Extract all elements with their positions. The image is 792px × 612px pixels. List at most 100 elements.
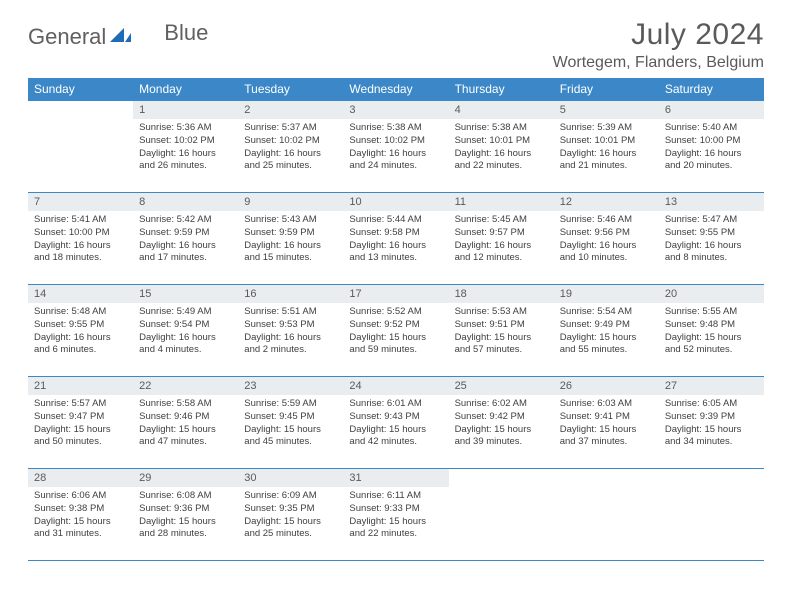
- daylight-line: Daylight: 16 hours and 17 minutes.: [139, 240, 232, 266]
- location-text: Wortegem, Flanders, Belgium: [553, 54, 764, 72]
- brand-logo: General Blue: [28, 18, 180, 50]
- sunrise-line: Sunrise: 5:54 AM: [560, 306, 653, 319]
- sunset-line: Sunset: 9:54 PM: [139, 319, 232, 332]
- sunset-line: Sunset: 9:35 PM: [244, 503, 337, 516]
- day-details: Sunrise: 5:39 AMSunset: 10:01 PMDaylight…: [554, 119, 659, 177]
- day-details: Sunrise: 5:54 AMSunset: 9:49 PMDaylight:…: [554, 303, 659, 361]
- sunrise-line: Sunrise: 5:49 AM: [139, 306, 232, 319]
- sunrise-line: Sunrise: 5:57 AM: [34, 398, 127, 411]
- day-number-bar: 31: [343, 469, 448, 487]
- day-number-bar: 25: [449, 377, 554, 395]
- sunrise-line: Sunrise: 6:09 AM: [244, 490, 337, 503]
- day-details: Sunrise: 5:57 AMSunset: 9:47 PMDaylight:…: [28, 395, 133, 453]
- sunset-line: Sunset: 9:53 PM: [244, 319, 337, 332]
- day-cell: 29Sunrise: 6:08 AMSunset: 9:36 PMDayligh…: [133, 469, 238, 561]
- daylight-line: Daylight: 15 hours and 59 minutes.: [349, 332, 442, 358]
- daylight-line: Daylight: 16 hours and 18 minutes.: [34, 240, 127, 266]
- week-row: 1Sunrise: 5:36 AMSunset: 10:02 PMDayligh…: [28, 101, 764, 193]
- day-number-bar: 11: [449, 193, 554, 211]
- sunset-line: Sunset: 9:42 PM: [455, 411, 548, 424]
- day-cell: 14Sunrise: 5:48 AMSunset: 9:55 PMDayligh…: [28, 285, 133, 377]
- sunrise-line: Sunrise: 5:55 AM: [665, 306, 758, 319]
- sunrise-line: Sunrise: 5:38 AM: [455, 122, 548, 135]
- sunset-line: Sunset: 9:56 PM: [560, 227, 653, 240]
- sunset-line: Sunset: 10:02 PM: [139, 135, 232, 148]
- weekday-row: SundayMondayTuesdayWednesdayThursdayFrid…: [28, 78, 764, 101]
- day-cell: 2Sunrise: 5:37 AMSunset: 10:02 PMDayligh…: [238, 101, 343, 193]
- daylight-line: Daylight: 15 hours and 50 minutes.: [34, 424, 127, 450]
- daylight-line: Daylight: 15 hours and 34 minutes.: [665, 424, 758, 450]
- sunset-line: Sunset: 10:00 PM: [665, 135, 758, 148]
- weekday-header: Tuesday: [238, 78, 343, 101]
- sunset-line: Sunset: 9:51 PM: [455, 319, 548, 332]
- day-cell: 11Sunrise: 5:45 AMSunset: 9:57 PMDayligh…: [449, 193, 554, 285]
- daylight-line: Daylight: 16 hours and 21 minutes.: [560, 148, 653, 174]
- day-details: Sunrise: 6:06 AMSunset: 9:38 PMDaylight:…: [28, 487, 133, 545]
- calendar-table: SundayMondayTuesdayWednesdayThursdayFrid…: [28, 78, 764, 561]
- day-cell: 23Sunrise: 5:59 AMSunset: 9:45 PMDayligh…: [238, 377, 343, 469]
- brand-part2: Blue: [164, 20, 208, 46]
- sunrise-line: Sunrise: 5:47 AM: [665, 214, 758, 227]
- header: General Blue July 2024 Wortegem, Flander…: [28, 18, 764, 72]
- sunset-line: Sunset: 10:01 PM: [560, 135, 653, 148]
- brand-sail-icon: [110, 24, 132, 50]
- sunrise-line: Sunrise: 6:01 AM: [349, 398, 442, 411]
- daylight-line: Daylight: 15 hours and 31 minutes.: [34, 516, 127, 542]
- day-cell: [28, 101, 133, 193]
- day-number-bar: 10: [343, 193, 448, 211]
- day-cell: 31Sunrise: 6:11 AMSunset: 9:33 PMDayligh…: [343, 469, 448, 561]
- daylight-line: Daylight: 16 hours and 20 minutes.: [665, 148, 758, 174]
- sunrise-line: Sunrise: 5:43 AM: [244, 214, 337, 227]
- day-number-bar: 20: [659, 285, 764, 303]
- day-details: Sunrise: 5:38 AMSunset: 10:02 PMDaylight…: [343, 119, 448, 177]
- sunrise-line: Sunrise: 6:02 AM: [455, 398, 548, 411]
- day-number-bar: 18: [449, 285, 554, 303]
- sunset-line: Sunset: 10:02 PM: [349, 135, 442, 148]
- day-cell: 8Sunrise: 5:42 AMSunset: 9:59 PMDaylight…: [133, 193, 238, 285]
- day-number-bar: 26: [554, 377, 659, 395]
- day-details: [659, 487, 764, 494]
- day-number-bar: [449, 469, 554, 487]
- daylight-line: Daylight: 16 hours and 6 minutes.: [34, 332, 127, 358]
- day-details: Sunrise: 6:01 AMSunset: 9:43 PMDaylight:…: [343, 395, 448, 453]
- sunrise-line: Sunrise: 5:53 AM: [455, 306, 548, 319]
- day-cell: 20Sunrise: 5:55 AMSunset: 9:48 PMDayligh…: [659, 285, 764, 377]
- day-details: Sunrise: 5:41 AMSunset: 10:00 PMDaylight…: [28, 211, 133, 269]
- day-details: Sunrise: 6:05 AMSunset: 9:39 PMDaylight:…: [659, 395, 764, 453]
- day-details: Sunrise: 5:48 AMSunset: 9:55 PMDaylight:…: [28, 303, 133, 361]
- sunrise-line: Sunrise: 5:45 AM: [455, 214, 548, 227]
- day-cell: 27Sunrise: 6:05 AMSunset: 9:39 PMDayligh…: [659, 377, 764, 469]
- day-cell: 13Sunrise: 5:47 AMSunset: 9:55 PMDayligh…: [659, 193, 764, 285]
- sunset-line: Sunset: 9:49 PM: [560, 319, 653, 332]
- day-number-bar: 12: [554, 193, 659, 211]
- day-details: Sunrise: 5:38 AMSunset: 10:01 PMDaylight…: [449, 119, 554, 177]
- sunrise-line: Sunrise: 6:05 AM: [665, 398, 758, 411]
- sunrise-line: Sunrise: 5:36 AM: [139, 122, 232, 135]
- day-number-bar: 21: [28, 377, 133, 395]
- day-cell: 15Sunrise: 5:49 AMSunset: 9:54 PMDayligh…: [133, 285, 238, 377]
- sunset-line: Sunset: 9:58 PM: [349, 227, 442, 240]
- day-cell: 17Sunrise: 5:52 AMSunset: 9:52 PMDayligh…: [343, 285, 448, 377]
- daylight-line: Daylight: 16 hours and 26 minutes.: [139, 148, 232, 174]
- sunrise-line: Sunrise: 5:42 AM: [139, 214, 232, 227]
- daylight-line: Daylight: 15 hours and 55 minutes.: [560, 332, 653, 358]
- month-title: July 2024: [553, 18, 764, 52]
- day-cell: 19Sunrise: 5:54 AMSunset: 9:49 PMDayligh…: [554, 285, 659, 377]
- day-cell: 10Sunrise: 5:44 AMSunset: 9:58 PMDayligh…: [343, 193, 448, 285]
- sunset-line: Sunset: 10:02 PM: [244, 135, 337, 148]
- daylight-line: Daylight: 16 hours and 25 minutes.: [244, 148, 337, 174]
- day-details: [449, 487, 554, 494]
- daylight-line: Daylight: 16 hours and 13 minutes.: [349, 240, 442, 266]
- day-details: Sunrise: 5:58 AMSunset: 9:46 PMDaylight:…: [133, 395, 238, 453]
- day-number-bar: 14: [28, 285, 133, 303]
- daylight-line: Daylight: 16 hours and 12 minutes.: [455, 240, 548, 266]
- day-details: Sunrise: 6:03 AMSunset: 9:41 PMDaylight:…: [554, 395, 659, 453]
- day-number-bar: 6: [659, 101, 764, 119]
- daylight-line: Daylight: 15 hours and 39 minutes.: [455, 424, 548, 450]
- sunset-line: Sunset: 9:33 PM: [349, 503, 442, 516]
- day-cell: 28Sunrise: 6:06 AMSunset: 9:38 PMDayligh…: [28, 469, 133, 561]
- day-details: Sunrise: 5:37 AMSunset: 10:02 PMDaylight…: [238, 119, 343, 177]
- sunset-line: Sunset: 9:59 PM: [244, 227, 337, 240]
- day-cell: 18Sunrise: 5:53 AMSunset: 9:51 PMDayligh…: [449, 285, 554, 377]
- sunrise-line: Sunrise: 5:39 AM: [560, 122, 653, 135]
